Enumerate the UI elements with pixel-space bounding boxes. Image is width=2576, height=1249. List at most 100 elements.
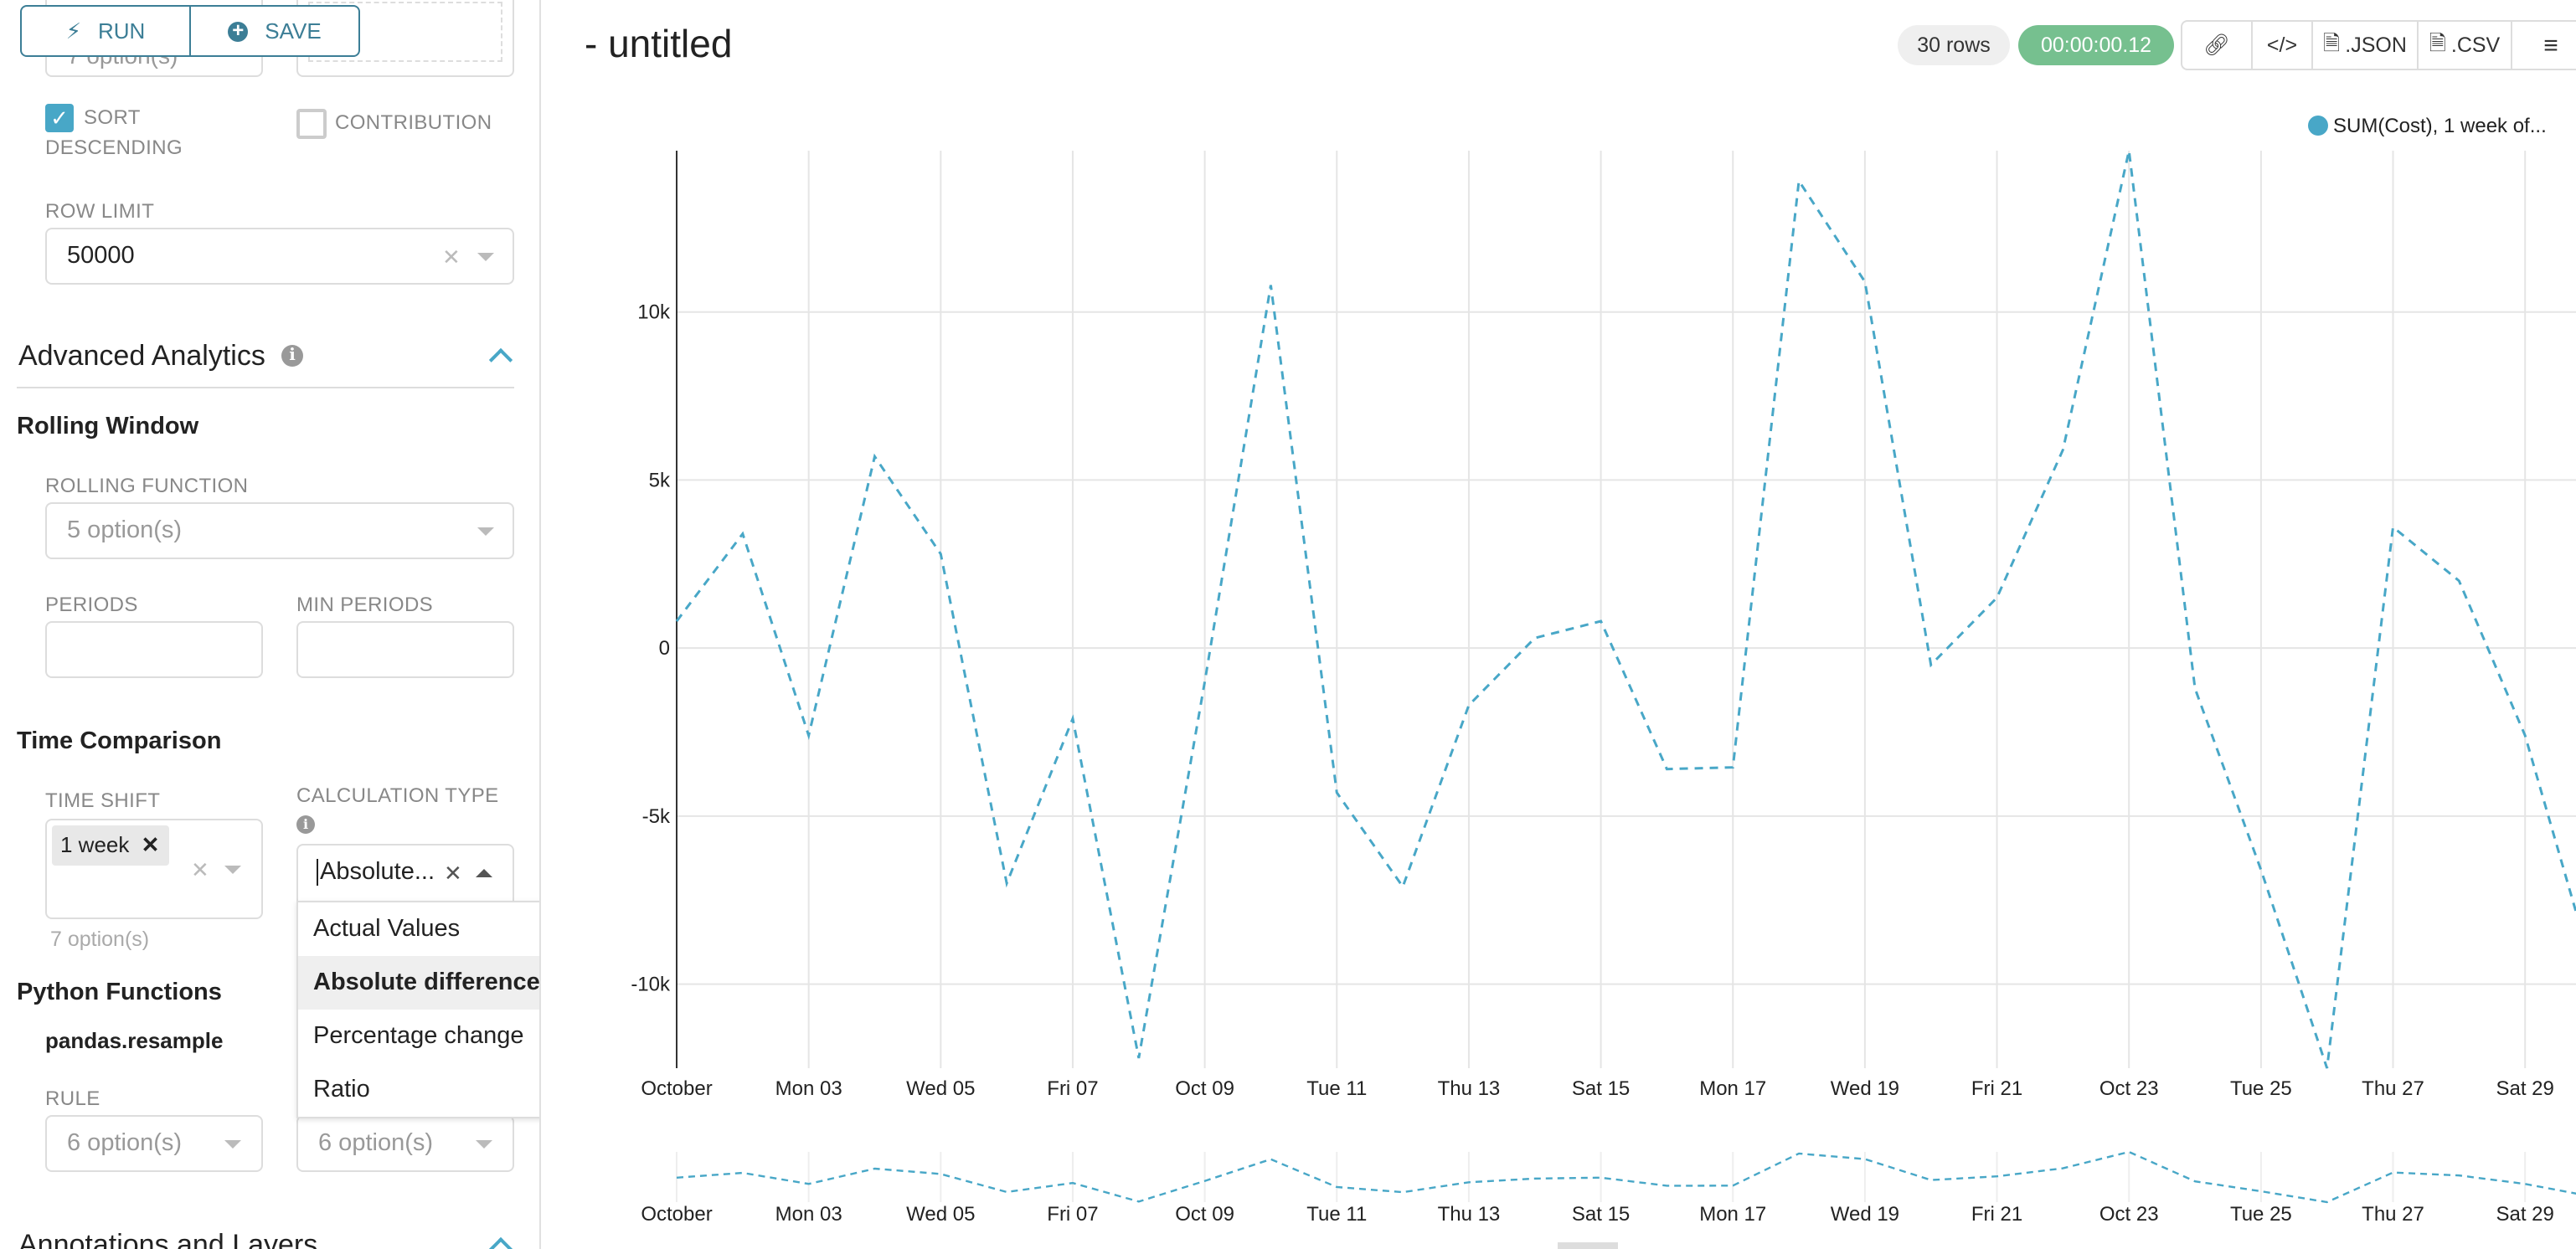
- advanced-analytics-header[interactable]: Advanced Analytics: [18, 340, 265, 372]
- overview-x-tick-label: Tue 25: [2230, 1203, 2292, 1226]
- overview-x-tick-label: October: [641, 1203, 712, 1226]
- calculation-type-label: CALCULATION TYPE: [296, 784, 499, 807]
- x-tick-label: Wed 05: [906, 1077, 975, 1100]
- remove-tag-icon[interactable]: ✕: [141, 832, 160, 857]
- row-limit-select[interactable]: 50000 ✕: [45, 228, 514, 285]
- overview-x-tick-label: Mon 17: [1699, 1203, 1766, 1226]
- calculation-type-value: Absolute...: [317, 859, 435, 886]
- resample-method-value: 6 option(s): [318, 1130, 434, 1157]
- sort-descending-checkbox[interactable]: ✓: [45, 104, 74, 132]
- run-button[interactable]: ⚡︎ RUN: [20, 5, 191, 57]
- x-tick-label: Mon 17: [1699, 1077, 1766, 1100]
- chart-actions-group: 🔗︎ </> 🗎︎ .JSON 🗎︎ .CSV ≡: [2181, 20, 2576, 70]
- embed-code-button[interactable]: </>: [2253, 22, 2313, 69]
- overview-x-tick-label: Oct 09: [1175, 1203, 1234, 1226]
- overview-x-tick-label: Fri 21: [1971, 1203, 2022, 1226]
- x-tick-label: Tue 25: [2230, 1077, 2292, 1100]
- y-tick-label: 0: [659, 637, 670, 660]
- legend-dot-icon: [2308, 116, 2328, 136]
- legend-item[interactable]: SUM(Cost), 1 week of...: [2308, 114, 2547, 137]
- rule-label: RULE: [45, 1087, 100, 1110]
- rolling-function-select[interactable]: 5 option(s): [45, 502, 514, 559]
- overview-x-tick-label: Fri 07: [1047, 1203, 1098, 1226]
- rolling-function-value: 5 option(s): [67, 517, 183, 544]
- clear-icon[interactable]: ✕: [191, 857, 209, 882]
- export-json-button[interactable]: 🗎︎ .JSON: [2313, 22, 2419, 69]
- save-label: SAVE: [265, 18, 322, 44]
- link-icon: 🔗︎: [2203, 33, 2230, 56]
- x-tick-label: Oct 09: [1175, 1077, 1234, 1100]
- overview-series-line: [676, 1150, 2576, 1204]
- x-tick-label: Fri 21: [1971, 1077, 2022, 1100]
- option-absolute-difference[interactable]: Absolute difference: [298, 956, 539, 1010]
- x-tick-label: Thu 13: [1438, 1077, 1501, 1100]
- caret-down-icon: [476, 1140, 492, 1149]
- option-ratio[interactable]: Ratio: [313, 1077, 370, 1103]
- overview-x-tick-label: Wed 19: [1831, 1203, 1899, 1226]
- annotations-header[interactable]: Annotations and Layers: [18, 1229, 318, 1249]
- bolt-icon: ⚡︎: [65, 18, 81, 43]
- copy-link-button[interactable]: 🔗︎: [2182, 22, 2253, 69]
- overview-x-tick-label: Oct 23: [2099, 1203, 2159, 1226]
- contribution-checkbox[interactable]: [296, 109, 327, 139]
- time-shift-tag-label: 1 week: [60, 832, 130, 857]
- caret-down-icon[interactable]: [477, 253, 494, 261]
- overview-x-tick-label: Wed 05: [906, 1203, 975, 1226]
- row-limit-label: ROW LIMIT: [45, 199, 155, 223]
- control-panel: 7 option(s) ⚡︎ RUN + SAVE ✓ SORT DESCENDIN…: [0, 0, 541, 1249]
- info-icon[interactable]: i: [281, 345, 303, 367]
- code-icon: </>: [2266, 33, 2298, 57]
- export-csv-button[interactable]: 🗎︎ .CSV: [2419, 22, 2512, 69]
- time-shift-select[interactable]: 1 week ✕ ✕: [45, 819, 263, 919]
- overview-x-tick-label: Tue 11: [1306, 1203, 1367, 1226]
- caret-down-icon: [477, 527, 494, 536]
- python-functions-title: Python Functions: [17, 979, 222, 1006]
- rolling-function-label: ROLLING FUNCTION: [45, 474, 249, 497]
- contribution-label: CONTRIBUTION: [335, 111, 492, 134]
- x-tick-label: Oct 23: [2099, 1077, 2159, 1100]
- calculation-type-dropdown: Actual Values Absolute difference Percen…: [296, 901, 539, 1118]
- x-tick-label: Sat 29: [2496, 1077, 2553, 1100]
- x-tick-label: Sat 15: [1572, 1077, 1630, 1100]
- overview-x-tick-label: Thu 13: [1438, 1203, 1501, 1226]
- file-code-icon: 🗎︎: [2323, 31, 2341, 54]
- min-periods-label: MIN PERIODS: [296, 593, 434, 616]
- option-actual-values[interactable]: Actual Values: [313, 916, 461, 943]
- row-count-badge: 30 rows: [1898, 25, 2010, 65]
- caret-down-icon[interactable]: [224, 866, 241, 874]
- resample-method-select[interactable]: 6 option(s): [296, 1115, 514, 1172]
- pandas-resample-label: pandas.resample: [45, 1028, 224, 1053]
- plus-circle-icon: +: [228, 19, 249, 41]
- caret-up-icon[interactable]: [476, 869, 492, 877]
- time-shift-hint: 7 option(s): [50, 928, 150, 951]
- clear-icon[interactable]: ✕: [442, 244, 461, 270]
- caret-down-icon: [224, 1140, 241, 1149]
- file-text-icon: 🗎︎: [2429, 31, 2446, 54]
- option-percentage-change[interactable]: Percentage change: [313, 1023, 524, 1050]
- series-line: [675, 150, 2576, 1069]
- rule-select[interactable]: 6 option(s): [45, 1115, 263, 1172]
- save-button[interactable]: + SAVE: [189, 5, 360, 57]
- row-limit-value: 50000: [67, 243, 135, 270]
- x-tick-label: Thu 27: [2362, 1077, 2424, 1100]
- y-tick-label: 5k: [649, 469, 671, 491]
- x-tick-label: Mon 03: [775, 1077, 842, 1100]
- more-menu-button[interactable]: ≡: [2512, 22, 2576, 69]
- min-periods-input[interactable]: [296, 621, 514, 678]
- csv-label: .CSV: [2450, 33, 2501, 57]
- clear-icon[interactable]: ✕: [444, 861, 462, 886]
- x-tick-label: Fri 07: [1047, 1077, 1098, 1100]
- periods-input[interactable]: [45, 621, 263, 678]
- time-shift-tag: 1 week ✕: [52, 825, 170, 866]
- rule-value: 6 option(s): [67, 1130, 183, 1157]
- run-label: RUN: [97, 18, 146, 44]
- overview-x-tick-label: Sat 29: [2496, 1203, 2553, 1226]
- periods-label: PERIODS: [45, 593, 138, 616]
- hamburger-icon: ≡: [2543, 31, 2558, 59]
- calculation-type-select[interactable]: Absolute... ✕: [296, 844, 514, 902]
- info-icon[interactable]: i: [296, 815, 315, 834]
- chart-title[interactable]: - untitled: [585, 22, 733, 65]
- overview-x-tick-label: Thu 27: [2362, 1203, 2424, 1226]
- x-tick-label: Wed 19: [1831, 1077, 1899, 1100]
